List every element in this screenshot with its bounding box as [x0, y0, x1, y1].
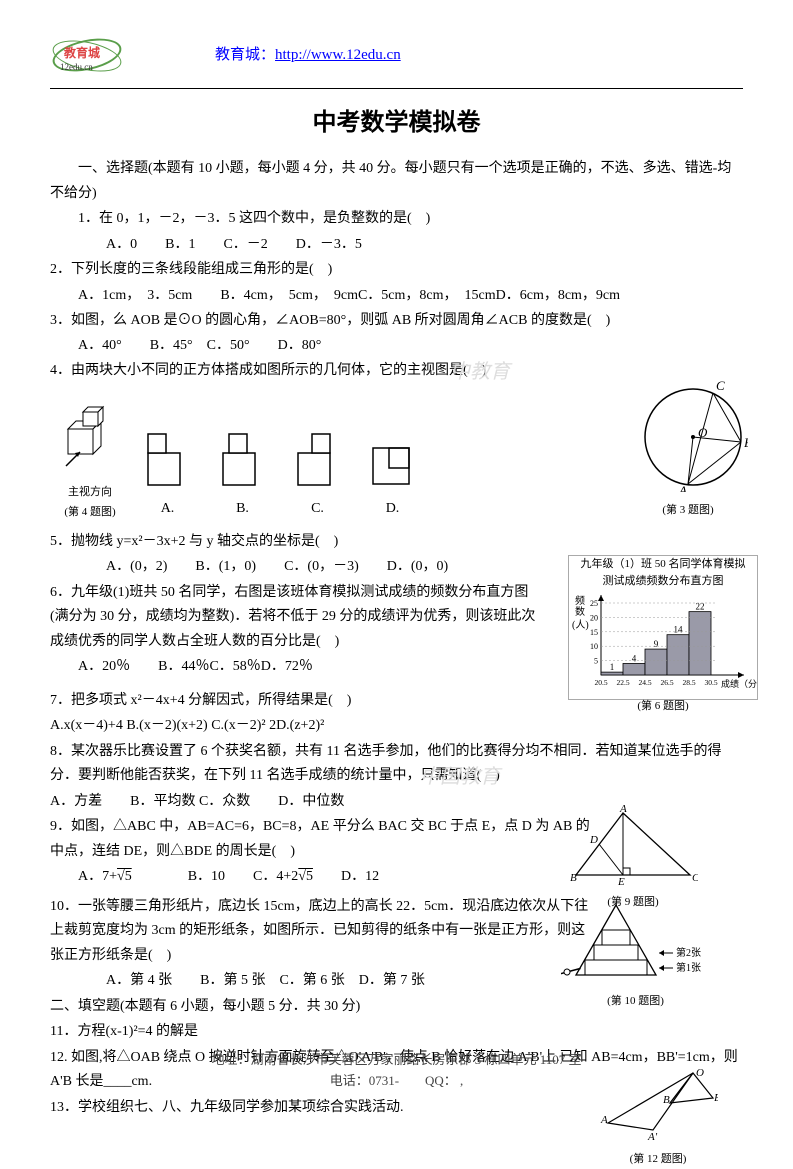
chart-title2: 测试成绩频数分布直方图 — [569, 573, 757, 590]
q7-text: 7．把多项式 x²－4x+4 分解因式，所得结果是( ) — [50, 689, 510, 714]
q4-opt-b: B. — [205, 428, 280, 522]
exam-title: 中考数学模拟卷 — [50, 104, 743, 142]
svg-text:B': B' — [714, 1092, 718, 1104]
q3-text: 3．如图，么 AOB 是⊙O 的圆心角，∠AOB=80°，则弧 AB 所对圆周角… — [50, 313, 610, 328]
opt-b-label: B. — [205, 497, 280, 522]
q12-caption: (第 12 题图) — [593, 1150, 723, 1169]
q10-text: 10．一张等腰三角形纸片，底边长 15cm，底边上的高长 22．5cm．现沿底边… — [50, 895, 590, 969]
svg-text:24.5: 24.5 — [638, 678, 651, 687]
svg-text:20.5: 20.5 — [594, 678, 607, 687]
svg-text:14: 14 — [674, 625, 684, 635]
link-prefix: 教育城： — [215, 47, 275, 63]
header-link: 教育城：http://www.12edu.cn — [215, 43, 401, 67]
svg-text:A': A' — [647, 1131, 658, 1143]
q10-figure: 第2张 第1张 (第 10 题图) — [558, 900, 713, 1012]
site-url[interactable]: http://www.12edu.cn — [275, 47, 401, 63]
header-divider — [50, 88, 743, 89]
q9-text: 9．如图，△ABC 中，AB=AC=6，BC=8，AE 平分么 BAC 交 BC… — [50, 815, 590, 864]
chart-caption: (第 6 题图) — [569, 697, 757, 716]
q4-opt-c: C. — [280, 428, 355, 522]
q2-text: 2．下列长度的三条线段能组成三角形的是( ) — [50, 258, 743, 283]
svg-text:数: 数 — [575, 605, 585, 618]
q5-text: 5．抛物线 y=x²－3x+2 与 y 轴交点的坐标是( ) — [50, 530, 743, 555]
svg-text:第1张: 第1张 — [676, 961, 701, 974]
svg-text:D: D — [589, 834, 598, 846]
svg-text:25: 25 — [590, 599, 598, 608]
page-header: 教育城 12edu.cn 教育城：http://www.12edu.cn — [50, 30, 743, 80]
svg-text:成绩（分): 成绩（分) — [721, 678, 757, 689]
opt-a-label: A. — [130, 497, 205, 522]
q1-opts: A．0 B．1 C．－2 D．－3．5 — [50, 233, 743, 258]
svg-text:C: C — [692, 872, 698, 884]
q11-text: 11．方程(x-1)²=4 的解是 — [50, 1020, 743, 1045]
q6-text: 6．九年级(1)班共 50 名同学，右图是该班体育模拟测试成绩的频数分布直方图(… — [50, 581, 540, 655]
svg-text:4: 4 — [632, 654, 637, 664]
svg-text:O: O — [698, 425, 708, 440]
svg-text:22.5: 22.5 — [616, 678, 629, 687]
q4-opt-d: D. — [355, 428, 430, 522]
svg-text:5: 5 — [594, 657, 598, 666]
svg-text:A: A — [619, 805, 627, 815]
bar-chart-svg: 频 数 (人) 1491422 510152025 20.522.524.526… — [569, 590, 757, 690]
opt-d-label: D. — [355, 497, 430, 522]
svg-text:B: B — [570, 872, 577, 884]
arrow-label: 主视方向 — [50, 483, 130, 502]
q3-caption: (第 3 题图) — [623, 501, 753, 520]
svg-text:1: 1 — [610, 662, 615, 672]
q4-figures: 主视方向 (第 4 题图) A. B. C. D. — [50, 392, 743, 522]
svg-text:15: 15 — [590, 628, 598, 637]
q3-opts: A．40° B．45° C．50° D．80° — [50, 334, 743, 359]
svg-text:B: B — [663, 1094, 670, 1106]
q3-figure: C O B A (第 3 题图) — [623, 377, 753, 521]
svg-text:C: C — [716, 378, 725, 393]
q10-caption: (第 10 题图) — [558, 992, 713, 1011]
footer-address: 地址：湖南省长沙市芙蓉区万家丽路长房东郡 3 栋四单元 1107 室 — [0, 1050, 793, 1071]
svg-text:B: B — [744, 435, 748, 450]
footer-phone: 电话：0731- QQ： , — [0, 1071, 793, 1092]
opt-c-label: C. — [280, 497, 355, 522]
q6-chart: 九年级（1）班 50 名同学体育模拟 测试成绩频数分布直方图 频 数 (人) 1… — [568, 555, 758, 700]
q7-opts: A.x(x－4)+4 B.(x－2)(x+2) C.(x－2)² 2D.(z+2… — [50, 714, 510, 739]
svg-text:9: 9 — [654, 639, 659, 649]
svg-text:30.5: 30.5 — [704, 678, 717, 687]
chart-title1: 九年级（1）班 50 名同学体育模拟 — [569, 556, 757, 573]
q4-caption: (第 4 题图) — [50, 503, 130, 522]
svg-text:28.5: 28.5 — [682, 678, 695, 687]
svg-text:A: A — [678, 483, 687, 492]
q2-opts: A．1cm， 3．5cm B．4cm， 5cm， 9cmC．5cm，8cm， 1… — [50, 284, 743, 309]
section1-heading: 一、选择题(本题有 10 小题，每小题 4 分，共 40 分。每小题只有一个选项… — [50, 157, 743, 206]
svg-text:26.5: 26.5 — [660, 678, 673, 687]
svg-text:20: 20 — [590, 614, 598, 623]
q1-text: 1．在 0，1，－2，－3．5 这四个数中，是负整数的是( ) — [50, 207, 743, 232]
q4-opt-a: A. — [130, 428, 205, 522]
svg-text:第2张: 第2张 — [676, 946, 701, 959]
q8-text: 8．某次器乐比赛设置了 6 个获奖名额，共有 11 名选手参加，他们的比赛得分均… — [50, 740, 740, 789]
svg-text:A: A — [600, 1114, 608, 1126]
page-footer: 地址：湖南省长沙市芙蓉区万家丽路长房东郡 3 栋四单元 1107 室 电话：07… — [0, 1050, 793, 1092]
svg-text:22: 22 — [696, 602, 705, 612]
q4-original: 主视方向 (第 4 题图) — [50, 404, 130, 522]
svg-text:(人): (人) — [572, 619, 589, 631]
svg-text:10: 10 — [590, 643, 598, 652]
svg-text:频: 频 — [575, 594, 585, 607]
exam-content: 一、选择题(本题有 10 小题，每小题 4 分，共 40 分。每小题只有一个选项… — [50, 157, 743, 1120]
site-logo: 教育城 12edu.cn — [50, 30, 125, 80]
svg-text:E: E — [617, 876, 625, 885]
